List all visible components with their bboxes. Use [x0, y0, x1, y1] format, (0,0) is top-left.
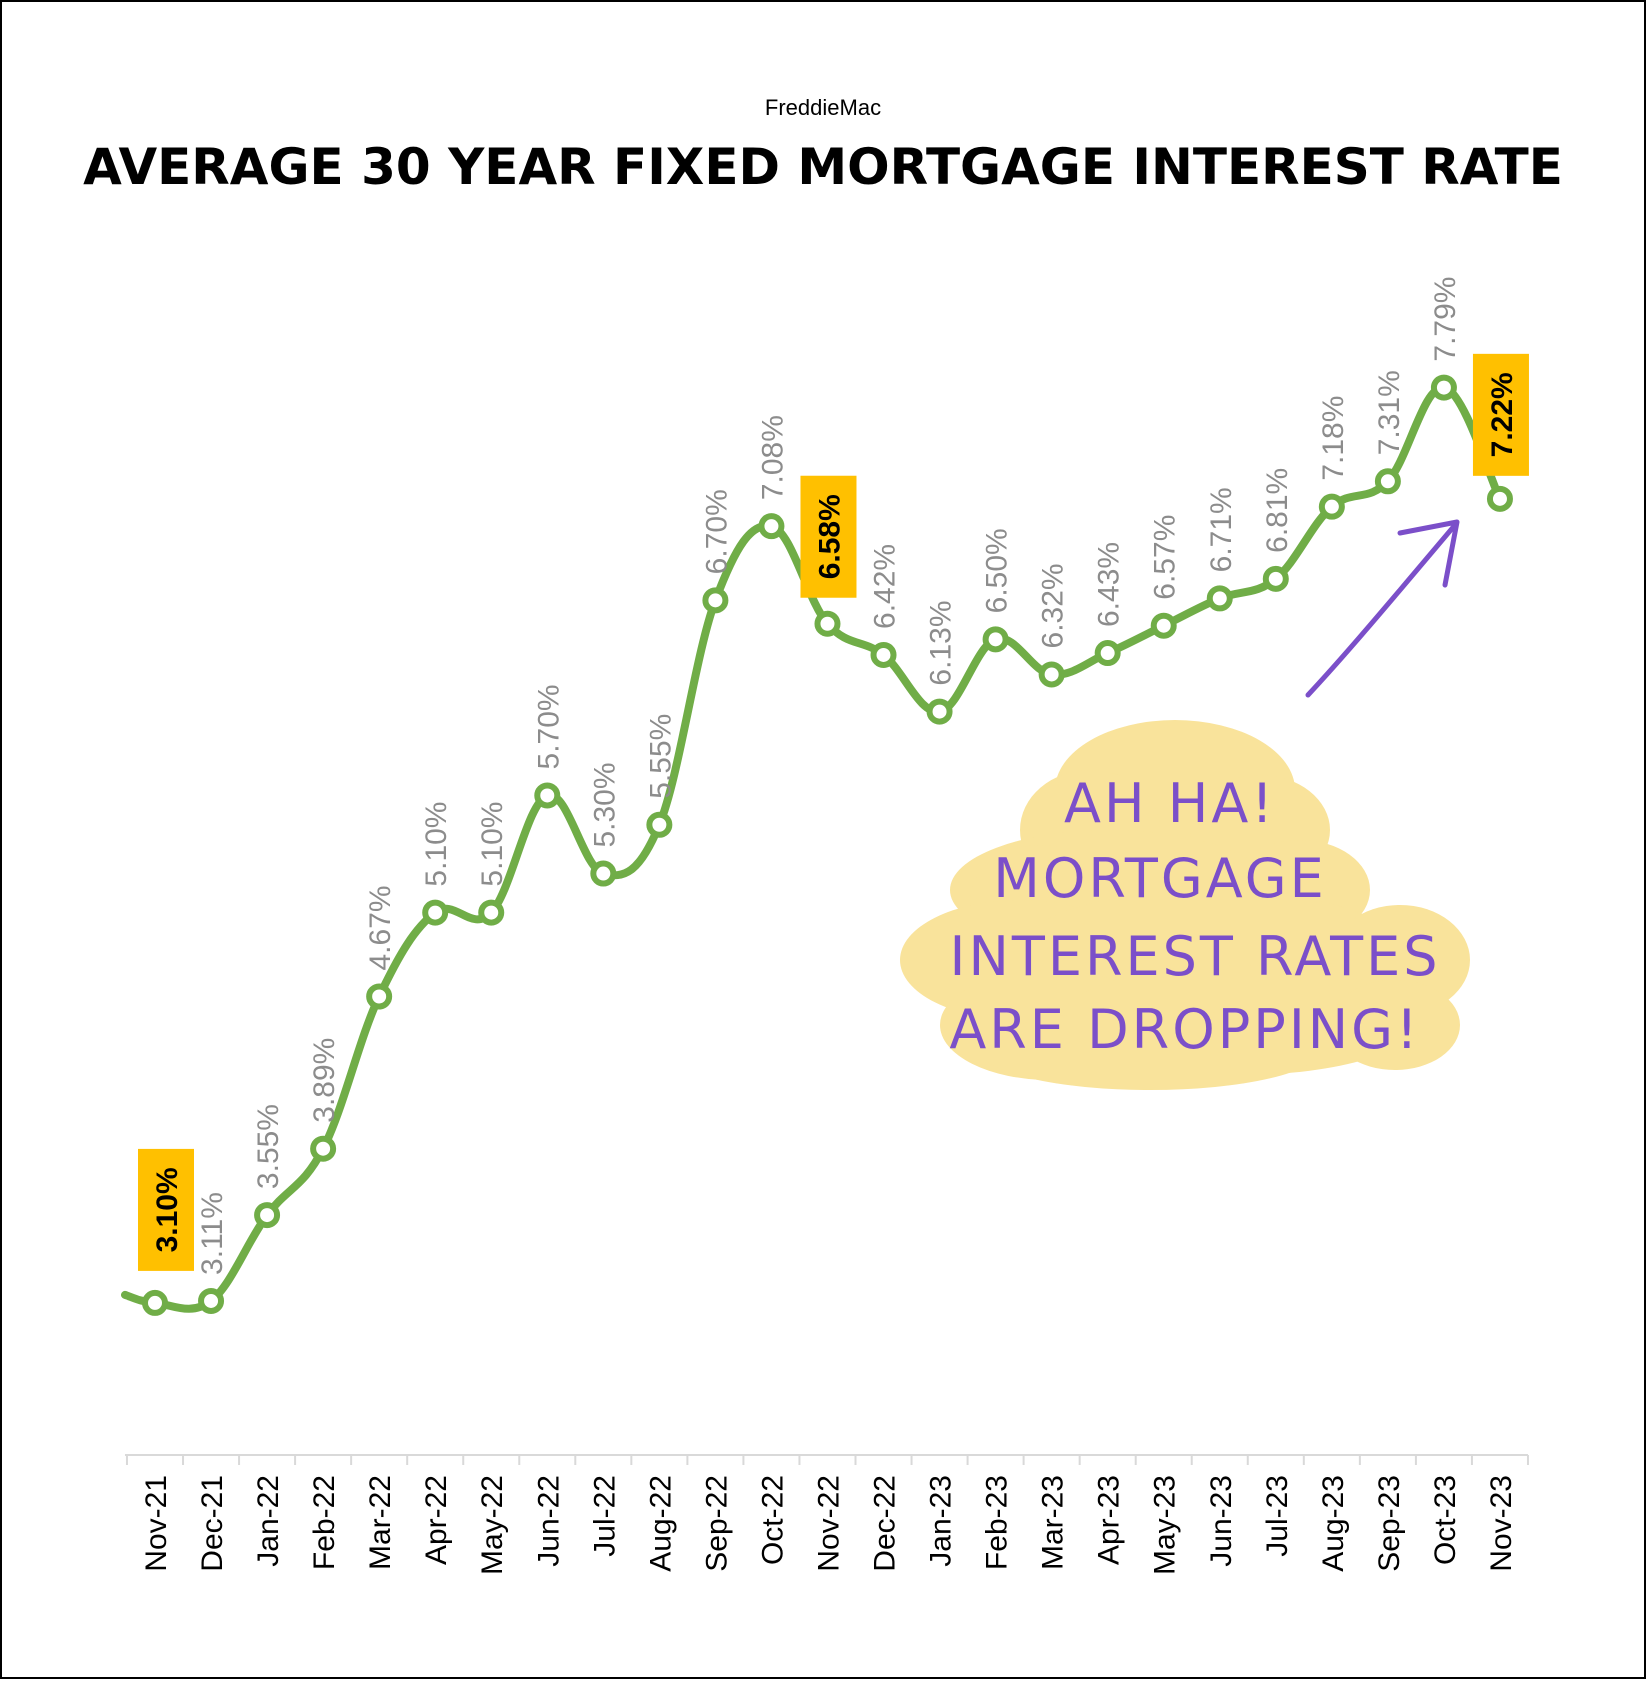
annotation-line: ARE DROPPING! — [949, 998, 1420, 1061]
value-label: 3.89% — [308, 1038, 341, 1123]
data-point — [926, 698, 953, 725]
series-points — [142, 374, 1513, 1316]
data-point — [758, 513, 785, 540]
highlight-value-label: 3.10% — [151, 1167, 184, 1252]
value-label: 5.10% — [420, 802, 453, 887]
annotation-line: AH HA! — [1064, 772, 1276, 835]
x-tick-label: Jul-23 — [1261, 1475, 1294, 1557]
data-point — [1150, 612, 1177, 639]
x-tick-label: Jun-22 — [532, 1475, 565, 1567]
data-point — [198, 1287, 225, 1314]
value-label: 7.18% — [1317, 396, 1350, 481]
data-point — [366, 983, 393, 1010]
value-label: 6.57% — [1149, 515, 1182, 600]
x-tick-label: Jan-22 — [252, 1475, 285, 1567]
x-tick-label: Nov-22 — [812, 1475, 845, 1572]
chart-title: AVERAGE 30 YEAR FIXED MORTGAGE INTEREST … — [83, 138, 1563, 196]
x-tick-label: Jun-23 — [1205, 1475, 1238, 1567]
x-tick-label: May-23 — [1149, 1475, 1182, 1575]
value-label: 3.11% — [196, 1192, 229, 1275]
data-point — [142, 1289, 168, 1316]
cloud-blob — [1330, 980, 1460, 1070]
value-labels: 3.10% 3.11% 3.55% 3.89% 4.67% 5.10% 5.10% 5.70%… — [138, 277, 1529, 1275]
value-label: 6.70% — [700, 489, 733, 574]
data-point — [1374, 468, 1401, 495]
x-tick-label: Oct-23 — [1429, 1475, 1462, 1565]
data-point — [422, 899, 449, 926]
x-tick-label: Apr-23 — [1093, 1475, 1126, 1565]
data-point — [1094, 640, 1121, 667]
data-point — [534, 782, 561, 809]
x-tick-label: Nov-21 — [140, 1475, 173, 1572]
data-point — [646, 811, 673, 838]
data-point — [1262, 565, 1289, 592]
value-label: 5.10% — [476, 802, 509, 887]
annotation-cloud — [900, 720, 1470, 1090]
value-label: 5.70% — [532, 684, 565, 769]
data-point — [814, 610, 841, 637]
x-tick-label: Sep-22 — [700, 1475, 733, 1572]
value-label: 7.08% — [756, 415, 789, 500]
x-tick-label: Nov-23 — [1485, 1475, 1518, 1572]
highlight-value-label: 6.58% — [813, 494, 846, 579]
data-point — [1038, 661, 1065, 688]
x-tick-label: Oct-22 — [756, 1475, 789, 1565]
x-tick-label: Jan-23 — [925, 1475, 958, 1567]
data-point — [590, 860, 617, 887]
x-tick-label: Aug-23 — [1317, 1475, 1350, 1572]
annotation-text: AH HA! MORTGAGE INTEREST RATES ARE DROPPING… — [949, 772, 1441, 1061]
highlight-box — [1472, 353, 1529, 476]
x-tick-label: Dec-21 — [196, 1475, 229, 1572]
value-label: 4.67% — [364, 885, 397, 970]
x-tick-label: May-22 — [476, 1475, 509, 1575]
value-label: 6.42% — [869, 544, 902, 629]
value-label: 6.43% — [1093, 542, 1126, 627]
value-label: 6.81% — [1261, 468, 1294, 553]
x-tick-labels: Nov-21 Dec-21 Jan-22 Feb-22 Mar-22 Apr-22 May-… — [140, 1475, 1518, 1575]
x-tick-label: Aug-22 — [644, 1475, 677, 1572]
highlight-box — [800, 475, 857, 598]
data-point — [982, 626, 1009, 653]
highlight-value-label: 7.22% — [1486, 372, 1519, 457]
x-tick-label: Apr-22 — [420, 1475, 453, 1565]
value-label: 6.13% — [925, 600, 958, 685]
chart-subtitle: FreddieMac — [765, 95, 881, 120]
x-tick-label: Dec-22 — [869, 1475, 902, 1572]
x-tick-label: Feb-22 — [308, 1475, 341, 1570]
value-label: 5.30% — [588, 762, 621, 847]
data-point — [1206, 585, 1233, 612]
value-label: 6.32% — [1037, 563, 1070, 648]
data-point — [478, 899, 505, 926]
data-point — [1318, 493, 1345, 520]
cloud-blob — [980, 1010, 1320, 1090]
value-label: 6.71% — [1205, 487, 1238, 572]
value-label: 5.55% — [644, 714, 677, 799]
x-tick-label: Mar-22 — [364, 1475, 397, 1570]
x-tick-label: Feb-23 — [981, 1475, 1014, 1570]
x-tick-label: Jul-22 — [588, 1475, 621, 1557]
data-point — [1486, 485, 1513, 512]
annotation-arrow — [1305, 519, 1460, 698]
x-tick-label: Sep-23 — [1373, 1475, 1406, 1572]
data-point — [310, 1135, 337, 1162]
value-label: 7.79% — [1429, 277, 1462, 362]
x-axis — [124, 1454, 1529, 1465]
x-tick-label: Mar-23 — [1037, 1475, 1070, 1570]
annotation-line: MORTGAGE — [993, 847, 1326, 910]
annotation-line: INTEREST RATES — [950, 925, 1441, 988]
value-label: 7.31% — [1373, 370, 1406, 455]
data-point — [870, 641, 897, 668]
highlight-box — [138, 1148, 194, 1271]
data-point — [1430, 374, 1457, 401]
annotation-callout: AH HA! MORTGAGE INTEREST RATES ARE DROPPING… — [900, 519, 1470, 1090]
data-point — [702, 587, 729, 614]
value-label: 6.50% — [981, 528, 1014, 613]
data-point — [254, 1202, 281, 1229]
value-label: 3.55% — [252, 1104, 285, 1189]
